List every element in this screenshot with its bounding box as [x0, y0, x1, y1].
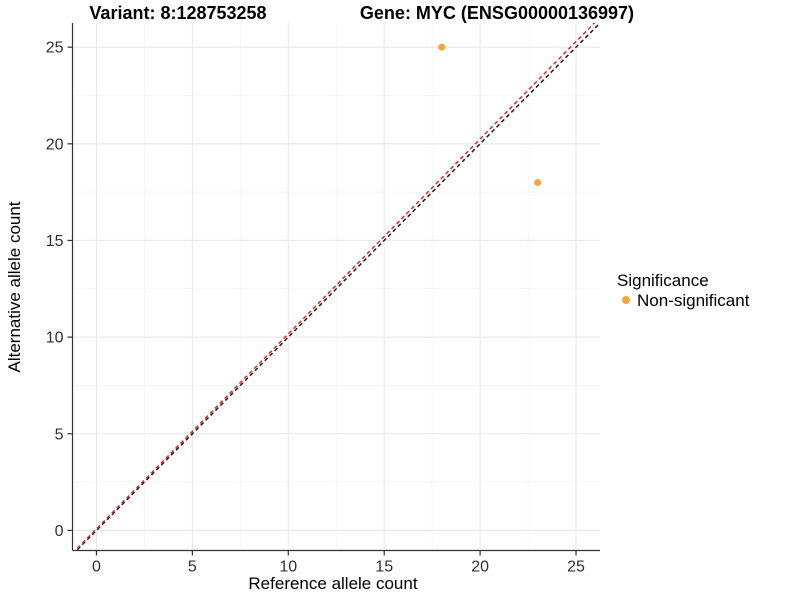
x-tick-label: 20 — [471, 559, 489, 576]
y-tick-label: 25 — [46, 40, 64, 57]
plot-title-gene: Gene: MYC (ENSG00000136997) — [360, 3, 634, 23]
legend-point-icon — [622, 296, 630, 304]
y-axis-label: Alternative allele count — [5, 201, 24, 372]
legend-item-label: Non-significant — [637, 291, 750, 310]
y-tick-label: 20 — [46, 136, 64, 153]
x-tick-label: 0 — [92, 559, 101, 576]
data-point — [438, 43, 446, 51]
data-points — [438, 43, 542, 186]
data-point — [534, 178, 542, 186]
legend: Significance Non-significant — [617, 271, 750, 310]
axes — [71, 23, 600, 552]
y-tick-label: 15 — [46, 233, 64, 250]
y-tick-label: 0 — [55, 523, 64, 540]
legend-title: Significance — [617, 271, 709, 290]
gridlines — [72, 23, 600, 551]
x-tick-label: 10 — [279, 559, 297, 576]
plot-title-variant: Variant: 8:128753258 — [89, 3, 266, 23]
ref-line-fit — [74, 23, 596, 551]
y-tick-label: 5 — [55, 426, 64, 443]
plot-panel: 0 5 10 15 20 25 0 5 10 15 20 25 — [46, 23, 600, 576]
x-tick-label: 25 — [567, 559, 585, 576]
ref-line-identity — [75, 23, 600, 551]
reference-lines — [74, 23, 600, 551]
y-tick-label: 10 — [46, 330, 64, 347]
x-tick-label: 15 — [375, 559, 393, 576]
x-axis-label: Reference allele count — [248, 574, 417, 593]
tick-labels: 0 5 10 15 20 25 0 5 10 15 20 25 — [46, 40, 585, 576]
x-tick-label: 5 — [188, 559, 197, 576]
